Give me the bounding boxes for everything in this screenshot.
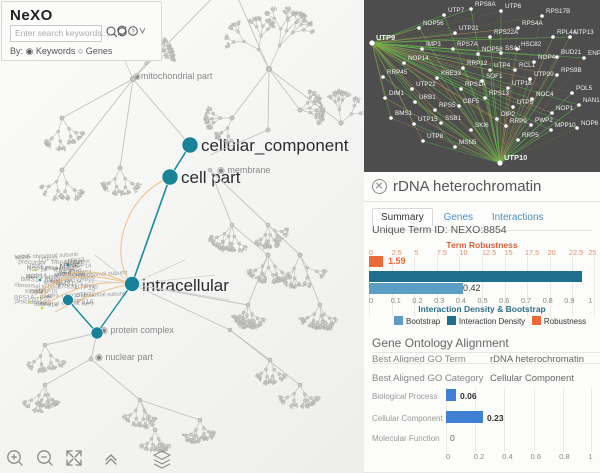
svg-text:SSA1: SSA1 [505,45,522,52]
svg-text:RRP12: RRP12 [467,60,488,67]
svg-text:UTP7: UTP7 [448,7,465,14]
svg-text:RPS22A: RPS22A [494,29,519,36]
svg-text:UTP4: UTP4 [494,62,511,69]
svg-text:UTP13: UTP13 [574,29,594,36]
svg-text:UTP18: UTP18 [512,80,532,87]
svg-text:UTP5: UTP5 [517,99,534,106]
svg-text:SKI6: SKI6 [475,122,489,129]
svg-text:UTP15: UTP15 [418,116,438,123]
svg-text:RPS8A: RPS8A [475,1,496,8]
svg-text:UTP20: UTP20 [534,71,554,78]
svg-text:SSB1: SSB1 [445,115,462,122]
svg-text:HSC82: HSC82 [521,41,542,48]
svg-text:URB1: URB1 [419,94,436,101]
svg-text:RCL1: RCL1 [519,62,536,69]
svg-text:NOP4: NOP4 [538,54,556,61]
svg-text:RRP45: RRP45 [387,69,408,76]
svg-text:UTP21: UTP21 [459,25,479,32]
svg-text:RRP9: RRP9 [510,118,527,125]
svg-text:UTP22: UTP22 [416,81,436,88]
svg-text:PWP2: PWP2 [535,117,553,124]
svg-text:NAN1: NAN1 [583,97,600,104]
svg-text:RPS5: RPS5 [439,102,456,109]
svg-text:NOP56: NOP56 [423,20,444,27]
svg-text:NOP14: NOP14 [408,55,429,62]
svg-text:NOC4: NOC4 [536,91,554,98]
svg-text:SOF1: SOF1 [486,73,503,80]
svg-text:UTP8: UTP8 [427,133,444,140]
svg-text:NOP6: NOP6 [581,120,599,127]
svg-text:DIM1: DIM1 [389,90,405,97]
svg-text:RRP5: RRP5 [522,132,539,139]
svg-text:UTP9: UTP9 [376,33,395,42]
svg-text:POL5: POL5 [576,85,593,92]
svg-text:UTP10: UTP10 [504,153,527,162]
svg-text:RPS13: RPS13 [489,90,509,97]
svg-text:BMS1: BMS1 [395,110,413,117]
svg-text:CBF5: CBF5 [463,98,480,105]
svg-text:RPS4A: RPS4A [522,20,543,27]
svg-text:IMP3: IMP3 [426,41,441,48]
svg-text:KRE33: KRE33 [441,70,461,77]
svg-text:RPS1A: RPS1A [465,81,486,88]
svg-text:BUD21: BUD21 [561,49,582,56]
svg-text:DIP2: DIP2 [501,111,515,118]
svg-text:ENP1: ENP1 [588,50,600,57]
svg-text:UTP6: UTP6 [505,3,522,10]
svg-text:MPP10: MPP10 [555,122,576,129]
svg-text:RPS7A: RPS7A [457,41,478,48]
svg-text:RPS9B: RPS9B [561,67,582,74]
svg-text:MSN5: MSN5 [459,139,477,146]
svg-text:RPS17B: RPS17B [546,8,570,15]
svg-text:NOP1: NOP1 [556,105,574,112]
